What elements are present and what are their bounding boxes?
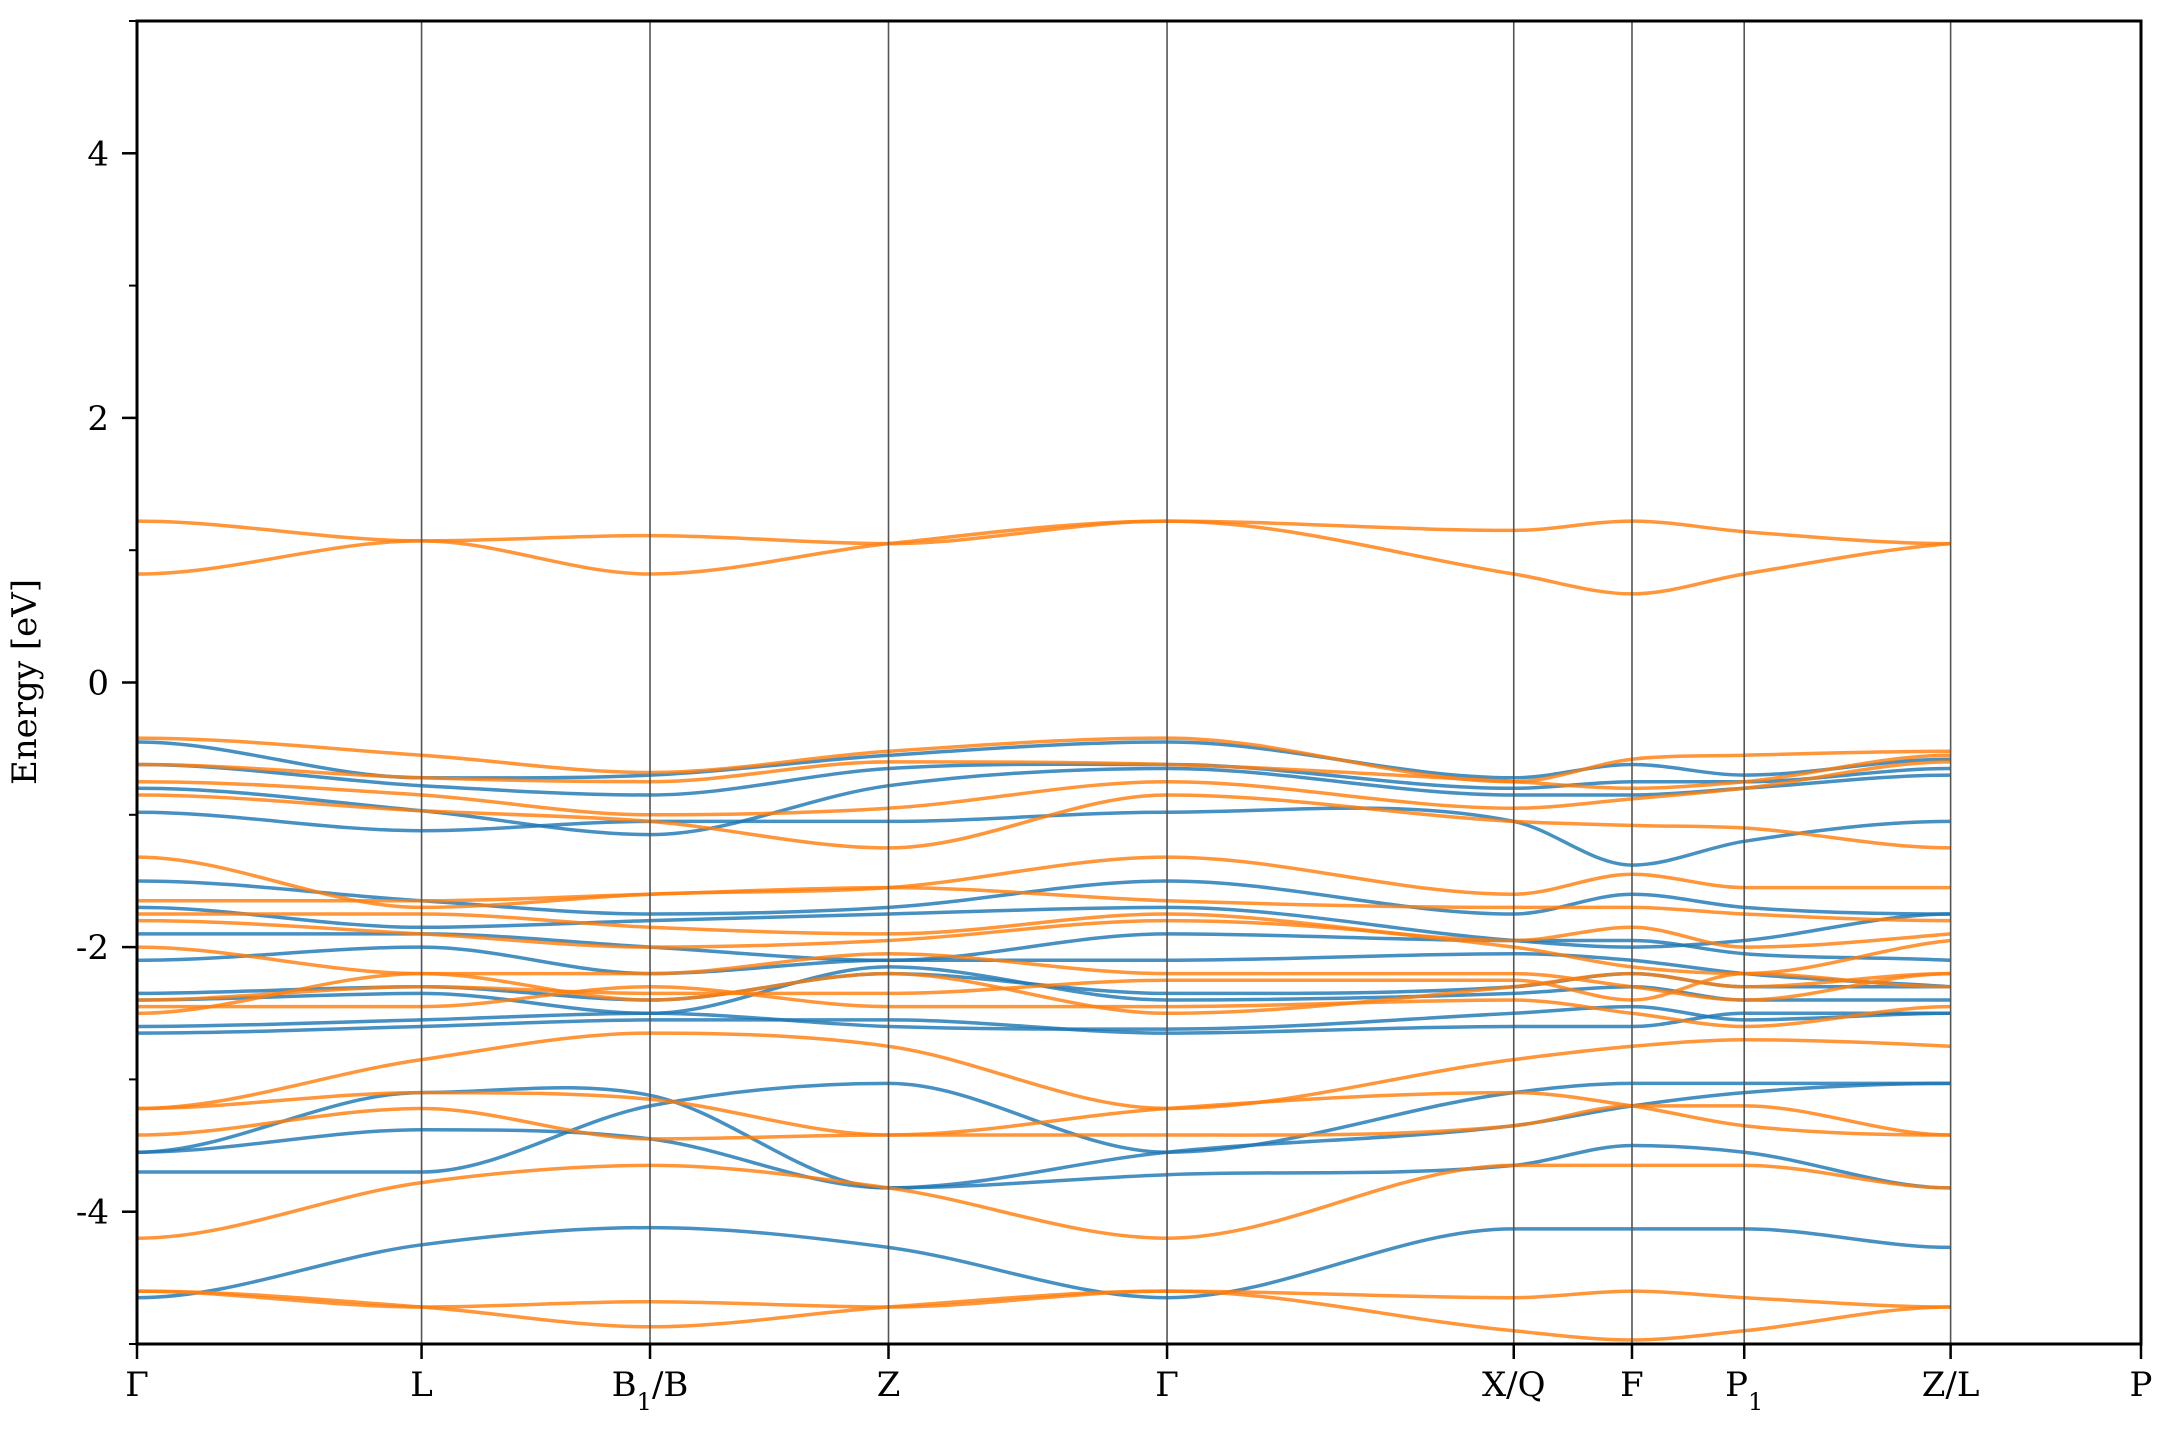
y-axis-ticks: -4 -2 0 2 4 bbox=[76, 20, 137, 1345]
kpoint-lines bbox=[420, 21, 1952, 1344]
band-line-series2-16 bbox=[136, 760, 1951, 817]
x-tick-label: Γ bbox=[125, 1365, 149, 1405]
band-line-series2-11 bbox=[136, 918, 1951, 976]
band-line-series2-2 bbox=[136, 1289, 1951, 1309]
band-line-series2-8 bbox=[136, 985, 1951, 1029]
y-tick-label: 0 bbox=[87, 664, 109, 704]
band-line-series1-12 bbox=[136, 879, 1951, 916]
band-line-series2-10 bbox=[136, 945, 1951, 1002]
band-line-series1-13 bbox=[136, 806, 1951, 867]
band-line-series2-17 bbox=[136, 753, 1951, 791]
x-tick-label: P1 bbox=[1725, 1365, 1763, 1416]
plot-frame bbox=[135, 19, 2143, 1346]
band-line-series1-11 bbox=[136, 905, 1951, 949]
y-tick-label: -2 bbox=[76, 928, 109, 968]
band-line-series1-6 bbox=[136, 1004, 1951, 1031]
band-line-series2-3 bbox=[136, 1163, 1951, 1240]
band-line-series2-20 bbox=[136, 519, 1951, 546]
x-tick-label: X/Q bbox=[1482, 1365, 1546, 1405]
band-line-series1-1 bbox=[136, 1225, 1951, 1300]
x-tick-label: L bbox=[410, 1365, 433, 1405]
x-tick-label: Γ bbox=[1155, 1365, 1179, 1405]
x-tick-label: Z bbox=[877, 1365, 901, 1405]
x-axis-ticks: Γ L B1/B Z Γ X/Q F P1 Z/L P bbox=[125, 1344, 2152, 1416]
band-line-series2-12 bbox=[136, 912, 1951, 949]
band-line-series1-2 bbox=[136, 1081, 1951, 1174]
band-line-series2-5 bbox=[136, 1090, 1951, 1137]
bands-layer bbox=[136, 519, 1951, 1342]
band-line-series1-9 bbox=[136, 945, 1951, 989]
band-line-series1-10 bbox=[136, 932, 1951, 963]
band-line-series1-5 bbox=[136, 1011, 1951, 1035]
y-tick-label: 4 bbox=[87, 134, 109, 174]
band-line-series1-4 bbox=[136, 1081, 1951, 1190]
band-line-series2-6 bbox=[136, 1031, 1951, 1111]
band-line-series2-14 bbox=[136, 855, 1951, 910]
x-tick-label: B1/B bbox=[612, 1365, 689, 1416]
band-line-series2-4 bbox=[136, 1104, 1951, 1141]
y-axis-title: Energy [eV] bbox=[5, 579, 45, 785]
y-tick-label: 2 bbox=[87, 399, 109, 439]
band-line-series2-13 bbox=[137, 885, 1951, 923]
y-tick-label: -4 bbox=[76, 1193, 109, 1233]
x-tick-label: Z/L bbox=[1922, 1365, 1980, 1405]
band-line-series2-15 bbox=[136, 793, 1951, 850]
band-line-series2-18 bbox=[136, 736, 1951, 784]
x-tick-label: F bbox=[1620, 1365, 1644, 1405]
x-tick-label: P bbox=[2130, 1365, 2153, 1405]
band-line-series2-9 bbox=[136, 971, 1951, 1002]
